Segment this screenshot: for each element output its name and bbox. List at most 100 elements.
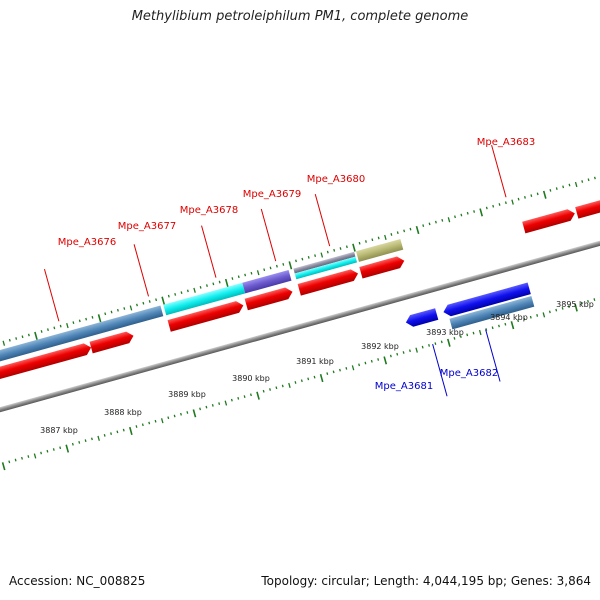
minor-tick [555,187,558,190]
minor-tick [377,236,380,240]
minor-tick [300,379,303,383]
minor-tick [549,188,552,192]
feature-bar-gray[interactable] [293,251,356,274]
major-tick [161,296,166,305]
minor-tick [408,349,411,353]
map-title: Methylibium petroleiphilum PM1, complete… [131,9,469,24]
minor-tick [2,340,6,346]
feature-bar-purple[interactable] [242,269,292,294]
minor-tick [250,271,253,275]
feature-bar-steel-reverse[interactable] [449,296,535,330]
gene-arrow-forward[interactable] [167,300,245,332]
minor-tick [116,430,119,434]
minor-tick [211,404,214,407]
minor-tick [135,425,138,428]
minor-tick [390,233,393,236]
gene-arrow-forward[interactable] [89,330,136,354]
minor-tick [14,458,17,462]
feature-bar-steel[interactable] [0,305,164,368]
minor-tick [447,217,451,223]
minor-tick [320,252,324,258]
minor-tick [364,361,367,365]
minor-tick [59,446,62,450]
minor-tick [141,423,144,427]
minor-tick [103,433,106,437]
kbp-label: 3895 kbp [556,300,594,309]
minor-tick [421,345,424,349]
minor-tick [466,333,469,337]
kbp-label: 3892 kbp [361,342,399,351]
minor-tick [199,285,202,289]
minor-tick [27,455,30,458]
kbp-label: 3893 kbp [426,328,464,337]
gene-arrow-forward[interactable] [575,188,600,219]
minor-tick [66,323,69,329]
feature-bar-cyan[interactable] [163,282,246,316]
minor-tick [530,194,533,198]
gene-arrow-forward[interactable] [244,286,294,311]
gene-arrow-forward[interactable] [359,255,406,279]
minor-tick [434,342,437,346]
gene-arrow-forward[interactable] [522,208,576,234]
gene-arrow-reverse[interactable] [442,282,531,318]
minor-tick [193,287,196,293]
gene-label[interactable]: Mpe_A3679 [243,189,301,200]
minor-tick [593,298,596,301]
minor-tick [230,398,233,402]
gene-arrow-reverse[interactable] [404,308,439,328]
minor-tick [384,234,387,240]
minor-tick [536,314,539,317]
gene-label[interactable]: Mpe_A3678 [180,205,238,216]
minor-tick [110,432,112,435]
minor-tick [231,277,234,280]
kbp-label: 3894 kbp [490,313,528,322]
minor-tick [205,405,208,409]
minor-tick [148,421,151,425]
minor-tick [326,372,329,376]
minor-tick [154,419,157,423]
gene-label[interactable]: Mpe_A3683 [477,137,535,148]
minor-tick [21,335,24,339]
minor-tick [485,328,488,331]
minor-tick [339,368,341,372]
minor-tick [536,192,539,196]
minor-tick [294,381,297,384]
gene-label[interactable]: Mpe_A3680 [307,174,365,185]
gene-label[interactable]: Mpe_A3682 [440,368,498,379]
minor-tick [314,254,317,257]
minor-tick [243,395,246,398]
minor-tick [122,428,125,432]
minor-tick [403,229,406,233]
gene-arrow-forward[interactable] [0,342,93,385]
major-tick [192,409,197,418]
minor-tick [116,308,119,312]
minor-tick [454,215,456,219]
minor-tick [206,284,208,287]
minor-tick [85,317,88,321]
minor-tick [498,324,500,328]
minor-tick [396,231,399,235]
minor-tick [78,441,81,444]
feature-bar-cyan-thin[interactable] [294,256,358,280]
minor-tick [148,300,151,303]
gene-arrow-forward[interactable] [297,268,360,296]
minor-tick [511,199,514,205]
minor-tick [307,377,310,381]
minor-tick [307,255,310,259]
minor-tick [345,366,348,370]
minor-tick [460,213,463,217]
minor-tick [587,299,589,303]
feature-bar-khaki[interactable] [356,238,404,262]
label-leader [485,329,501,382]
minor-tick [129,305,133,311]
minor-tick [53,326,56,330]
minor-tick [491,326,494,330]
major-tick [1,462,6,471]
minor-tick [104,312,107,316]
gene-label[interactable]: Mpe_A3681 [375,381,433,392]
gene-label[interactable]: Mpe_A3677 [118,221,176,232]
gene-label[interactable]: Mpe_A3676 [58,237,116,248]
minor-tick [167,416,170,420]
minor-tick [333,248,336,252]
kbp-label: 3888 kbp [104,408,142,417]
